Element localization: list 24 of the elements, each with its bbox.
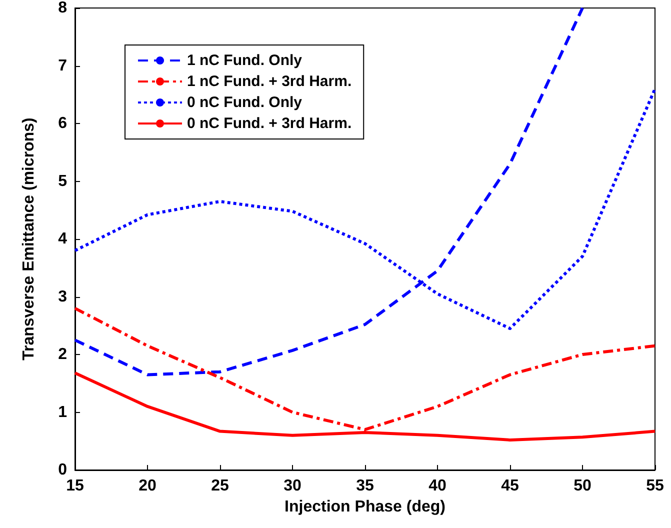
y-tick-label: 4	[58, 230, 68, 248]
x-tick-label: 20	[138, 478, 156, 494]
legend-label: 0 nC Fund. Only	[187, 94, 303, 111]
y-tick-label: 3	[58, 288, 68, 306]
x-tick-label: 45	[501, 478, 519, 494]
y-tick-label: 5	[58, 172, 68, 190]
legend-label: 0 nC Fund. + 3rd Harm.	[187, 115, 352, 132]
x-tick-label: 50	[574, 478, 592, 494]
legend-label: 1 nC Fund. Only	[187, 52, 303, 69]
x-tick-label: 30	[284, 478, 302, 494]
x-tick-label: 25	[211, 478, 229, 494]
y-axis-title: Transverse Emittance (microns)	[20, 118, 38, 360]
legend-label: 1 nC Fund. + 3rd Harm.	[187, 73, 352, 90]
x-tick-label: 15	[66, 478, 84, 494]
y-tick-label: 8	[58, 0, 68, 16]
y-tick-label: 2	[58, 346, 68, 363]
x-tick-label: 40	[428, 478, 446, 494]
y-tick-label: 7	[58, 57, 68, 74]
y-tick-label: 0	[58, 462, 68, 478]
x-tick-label: 35	[356, 478, 374, 494]
y-tick-label: 6	[58, 115, 68, 132]
y-tick-label: 1	[58, 404, 68, 421]
x-axis-title: Injection Phase (deg)	[284, 498, 446, 516]
x-tick-label: 55	[646, 478, 664, 494]
